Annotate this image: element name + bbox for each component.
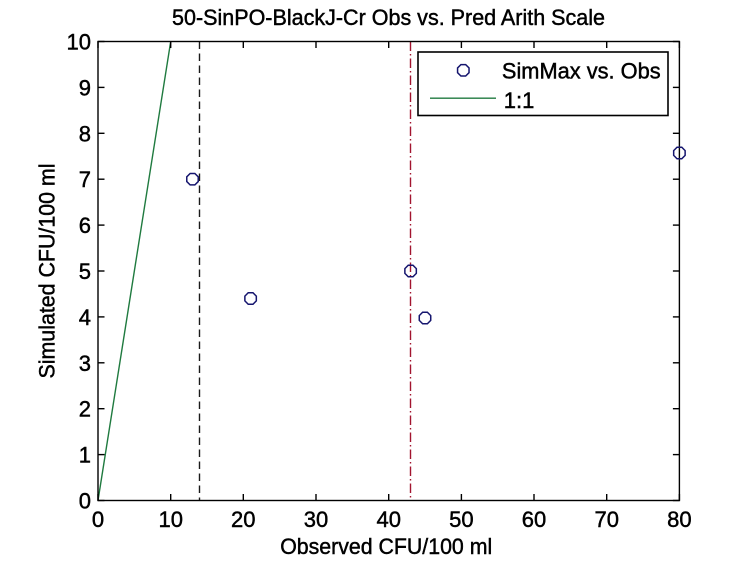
svg-text:6: 6 bbox=[79, 213, 91, 238]
svg-text:70: 70 bbox=[594, 507, 618, 532]
svg-text:20: 20 bbox=[231, 507, 255, 532]
svg-text:4: 4 bbox=[79, 305, 91, 330]
svg-text:8: 8 bbox=[79, 121, 91, 146]
svg-text:30: 30 bbox=[304, 507, 328, 532]
svg-text:80: 80 bbox=[667, 507, 691, 532]
svg-text:10: 10 bbox=[158, 507, 182, 532]
svg-text:Observed CFU/100 ml: Observed CFU/100 ml bbox=[280, 534, 492, 559]
svg-text:7: 7 bbox=[79, 167, 91, 192]
svg-text:2: 2 bbox=[79, 397, 91, 422]
svg-text:50-SinPO-BlackJ-Cr Obs vs. Pre: 50-SinPO-BlackJ-Cr Obs vs. Pred Arith Sc… bbox=[172, 5, 605, 30]
svg-text:1: 1 bbox=[79, 443, 91, 468]
svg-text:0: 0 bbox=[79, 489, 91, 514]
svg-text:5: 5 bbox=[79, 259, 91, 284]
svg-text:60: 60 bbox=[522, 507, 546, 532]
svg-text:0: 0 bbox=[92, 507, 104, 532]
svg-text:Simulated CFU/100 ml: Simulated CFU/100 ml bbox=[35, 164, 60, 379]
svg-text:SimMax vs. Obs: SimMax vs. Obs bbox=[502, 58, 661, 83]
svg-text:40: 40 bbox=[376, 507, 400, 532]
svg-text:50: 50 bbox=[449, 507, 473, 532]
svg-text:1:1: 1:1 bbox=[504, 88, 535, 113]
svg-text:9: 9 bbox=[79, 75, 91, 100]
svg-text:3: 3 bbox=[79, 351, 91, 376]
svg-text:10: 10 bbox=[67, 30, 91, 55]
